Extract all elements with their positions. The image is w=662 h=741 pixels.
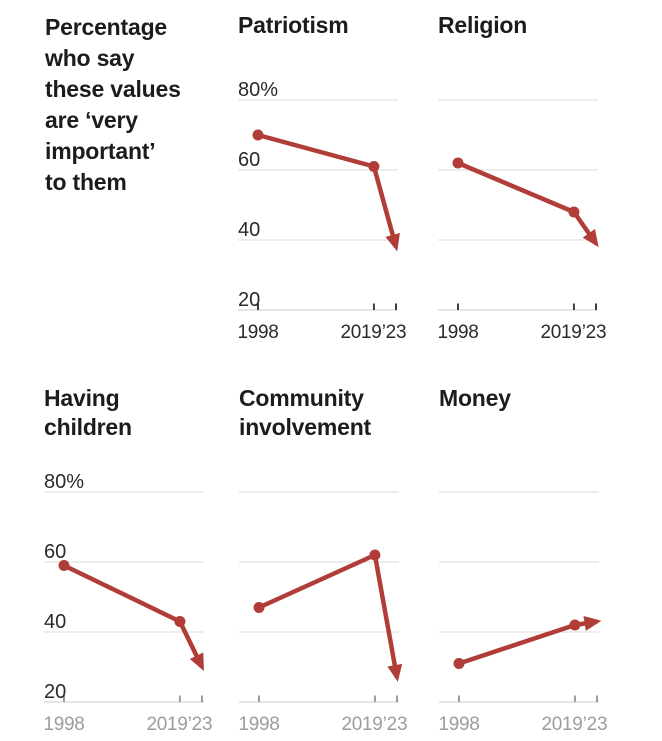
x-axis-label: ’23 xyxy=(382,322,406,343)
panel-title-line: Patriotism xyxy=(238,12,349,38)
intro-line: who say xyxy=(45,45,135,71)
y-axis-label: 20 xyxy=(44,681,66,703)
x-axis-label: 1998 xyxy=(437,322,478,343)
panel-title-line: involvement xyxy=(239,414,372,440)
y-axis-label: 80% xyxy=(238,79,278,101)
panel-title-line: children xyxy=(44,414,132,440)
x-axis-label: 1998 xyxy=(438,714,479,735)
x-axis-label: ’23 xyxy=(582,322,606,343)
y-axis-label: 80% xyxy=(44,471,84,493)
x-axis-label: ’23 xyxy=(188,714,212,735)
data-point-1998 xyxy=(453,658,465,669)
y-axis-label: 40 xyxy=(238,219,260,241)
data-point-1998 xyxy=(252,129,264,141)
panel-title-religion: Religion xyxy=(438,11,633,40)
panel-title-money: Money xyxy=(439,384,634,413)
intro-line: these values xyxy=(45,76,181,102)
intro-line: are ‘very xyxy=(45,107,138,133)
data-point-1998 xyxy=(253,602,265,613)
panel-title-line: Religion xyxy=(438,12,528,38)
trend-line xyxy=(457,160,599,248)
chart-intro-label: Percentage who say these values are ‘very im… xyxy=(45,12,235,198)
y-axis-label: 20 xyxy=(238,289,260,311)
data-point-2019 xyxy=(368,161,380,172)
data-point-2019 xyxy=(369,549,381,561)
panel-title-having-children: Having children xyxy=(44,384,239,442)
intro-line: Percentage xyxy=(45,14,168,40)
x-axis-label: 2019 xyxy=(340,322,381,343)
chart-having-children: 1998 2019’23 80% 60 40 20 xyxy=(43,471,212,735)
x-axis-label: ’23 xyxy=(583,714,607,735)
x-axis-label: 2019 xyxy=(146,714,187,735)
chart-patriotism: 1998 2019’23 80% 60 40 20 xyxy=(237,79,406,343)
chart-community-involvement: 1998 2019’23 xyxy=(238,491,408,735)
panel-title-line: Community xyxy=(239,385,364,411)
trend-line xyxy=(257,132,400,252)
data-point-2019 xyxy=(568,206,580,218)
y-axis-label: 60 xyxy=(44,541,66,563)
data-point-1998 xyxy=(452,157,464,169)
x-axis-label: 2019 xyxy=(541,714,582,735)
chart-money: 1998 2019’23 xyxy=(438,491,608,735)
trend-line xyxy=(258,552,403,682)
x-axis-label: 1998 xyxy=(237,322,278,343)
x-axis-label: 1998 xyxy=(43,714,84,735)
intro-line: to them xyxy=(45,169,127,195)
y-axis-label: 60 xyxy=(238,149,260,171)
y-axis-label: 40 xyxy=(44,611,66,633)
panel-title-community-involvement: Community involvement xyxy=(239,384,434,442)
x-axis-label: ’23 xyxy=(383,714,407,735)
intro-line: important’ xyxy=(45,138,156,164)
data-point-1998 xyxy=(58,560,70,571)
panel-title-patriotism: Patriotism xyxy=(238,11,433,40)
data-point-2019 xyxy=(569,619,581,631)
chart-religion: 1998 2019’23 xyxy=(437,99,607,343)
x-axis-label: 1998 xyxy=(238,714,279,735)
data-point-2019 xyxy=(174,616,186,627)
x-axis-label: 2019 xyxy=(341,714,382,735)
panel-title-line: Money xyxy=(439,385,511,411)
panel-title-line: Having xyxy=(44,385,120,411)
x-axis-label: 2019 xyxy=(540,322,581,343)
